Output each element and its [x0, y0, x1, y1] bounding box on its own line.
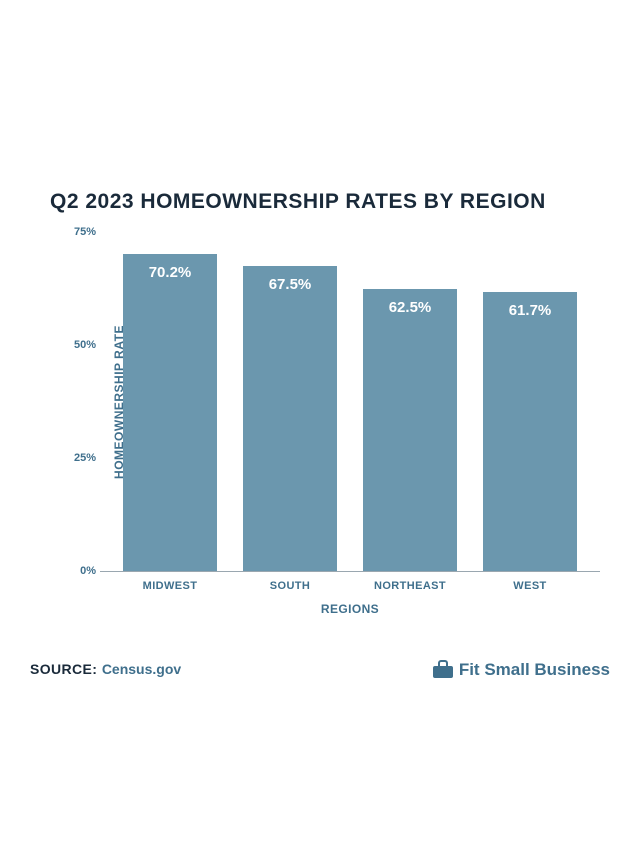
bar: 62.5%: [363, 289, 457, 572]
y-tick: 25%: [56, 452, 96, 464]
bar: 67.5%: [243, 266, 337, 571]
bar: 61.7%: [483, 292, 577, 571]
bar: 70.2%: [123, 254, 217, 571]
x-axis-label: REGIONS: [100, 602, 600, 616]
source-block: SOURCE: Census.gov: [30, 661, 181, 679]
source-label: SOURCE:: [30, 661, 97, 677]
bar-value-label: 61.7%: [509, 302, 552, 319]
y-tick: 0%: [56, 565, 96, 577]
x-axis-ticks: MIDWESTSOUTHNORTHEASTWEST: [100, 580, 600, 592]
plot-area: HOMEOWNERSHIP RATE 0%25%50%75% 70.2%67.5…: [100, 232, 600, 572]
brand-logo: Fit Small Business: [433, 660, 610, 680]
y-tick: 50%: [56, 339, 96, 351]
y-tick: 75%: [56, 226, 96, 238]
chart-title: Q2 2023 HOMEOWNERSHIP RATES BY REGION: [30, 190, 610, 214]
source-link[interactable]: Census.gov: [102, 661, 181, 677]
brand-text: Fit Small Business: [459, 660, 610, 680]
briefcase-icon: [433, 662, 453, 678]
bar-slot: 62.5%: [350, 232, 470, 571]
bar-slot: 61.7%: [470, 232, 590, 571]
x-tick: NORTHEAST: [350, 580, 470, 592]
chart-container: Q2 2023 HOMEOWNERSHIP RATES BY REGION HO…: [30, 190, 610, 616]
x-tick: SOUTH: [230, 580, 350, 592]
bar-value-label: 67.5%: [269, 276, 312, 293]
bar-value-label: 70.2%: [149, 264, 192, 281]
x-tick: MIDWEST: [110, 580, 230, 592]
bar-value-label: 62.5%: [389, 299, 432, 316]
bar-slot: 70.2%: [110, 232, 230, 571]
bars-group: 70.2% 67.5% 62.5% 61.7%: [100, 232, 600, 571]
bar-slot: 67.5%: [230, 232, 350, 571]
x-tick: WEST: [470, 580, 590, 592]
footer: SOURCE: Census.gov Fit Small Business: [30, 660, 610, 680]
